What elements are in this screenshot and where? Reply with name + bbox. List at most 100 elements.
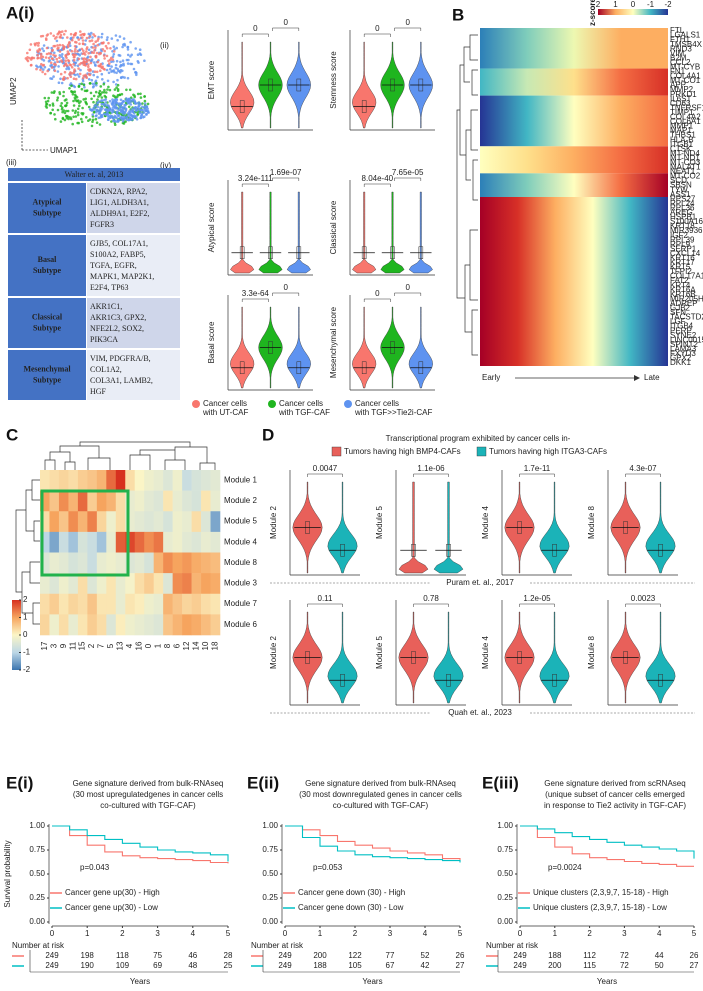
umap-point	[146, 102, 150, 106]
umap-point	[77, 121, 80, 125]
umap-point	[104, 113, 108, 116]
umap-point	[135, 73, 138, 77]
heatmap-cell	[87, 511, 98, 533]
label: COL4A1	[670, 72, 701, 81]
umap-point	[114, 63, 118, 67]
heatmap-cell	[153, 470, 164, 491]
label: KRT4	[670, 281, 691, 290]
label: 0.00	[29, 917, 45, 926]
umap-point	[37, 41, 40, 45]
umap-point	[90, 51, 94, 54]
label: 4	[423, 929, 428, 938]
umap-point	[91, 36, 94, 39]
umap-point	[61, 30, 64, 33]
heatmap-cell	[191, 470, 202, 491]
umap-point	[90, 97, 93, 101]
label: MMP2	[670, 85, 694, 94]
heatmap-cell	[58, 552, 69, 574]
legend-dot	[268, 400, 276, 408]
heatmap-cell	[49, 552, 60, 574]
umap-point	[58, 56, 61, 60]
umap-point	[110, 114, 114, 118]
bracket	[394, 292, 422, 296]
heatmap-cell	[182, 573, 192, 595]
heatmap-cell	[49, 470, 60, 491]
umap-point	[88, 118, 92, 121]
legend-dot	[192, 400, 200, 408]
umap-point	[51, 104, 55, 107]
umap-point	[115, 71, 118, 75]
umap-point	[60, 102, 63, 105]
label: E(i)	[6, 773, 33, 792]
bracket	[272, 292, 300, 296]
umap-point	[102, 54, 106, 57]
label: S100A2, FABP5,	[90, 250, 146, 259]
umap-point	[49, 55, 52, 58]
umap-point	[114, 101, 118, 104]
label: 14	[191, 641, 200, 650]
umap-point	[95, 121, 99, 124]
umap-point	[81, 57, 85, 61]
umap-point	[61, 117, 65, 121]
umap-point	[126, 99, 130, 102]
heatmap-cell	[125, 573, 136, 595]
umap-point	[39, 65, 42, 68]
umap-point	[37, 44, 40, 47]
umap-point	[79, 68, 82, 72]
label: 28	[224, 951, 233, 960]
heatmap-cell	[87, 490, 98, 512]
heatmap-cell	[191, 593, 202, 615]
umap-point	[82, 51, 86, 55]
label: p=0.053	[313, 863, 343, 872]
umap-point	[39, 68, 42, 72]
umap-point	[98, 112, 101, 115]
label: 0	[50, 929, 55, 938]
label: MT-ND1	[670, 153, 700, 162]
violin	[539, 611, 570, 704]
umap-point	[98, 123, 102, 126]
label: Years	[130, 977, 150, 986]
umap-point	[85, 89, 89, 92]
label: 198	[81, 951, 95, 960]
heatmap-cell	[182, 593, 192, 615]
label: co-cultured with TGF-CAF)	[100, 801, 196, 810]
label: LAMA3	[670, 344, 697, 353]
heatmap-cell	[191, 511, 202, 533]
umap-point	[52, 34, 55, 38]
umap-point	[108, 109, 112, 112]
umap-point	[78, 72, 82, 76]
label: 249	[513, 961, 527, 970]
umap-point	[63, 70, 67, 74]
umap-point	[69, 32, 73, 36]
label: 0.25	[29, 893, 45, 902]
label: Mesenchymal	[23, 364, 71, 373]
umap-point	[52, 91, 56, 94]
heatmap-cell	[163, 573, 173, 595]
label: 17	[40, 641, 49, 650]
label: LGALS1	[670, 31, 701, 40]
label: Subtype	[33, 266, 61, 275]
umap-point	[30, 56, 34, 59]
heatmap-cell	[172, 614, 183, 636]
umap-point	[49, 32, 53, 35]
umap-point	[56, 44, 59, 47]
heatmap-cell	[49, 593, 60, 615]
umap-point	[76, 107, 80, 111]
umap-point	[79, 33, 82, 37]
label: 3	[155, 929, 160, 938]
umap-point	[118, 102, 121, 105]
label: ADREP	[670, 299, 698, 308]
heatmap-cell	[153, 593, 164, 615]
heatmap-cell	[201, 531, 211, 553]
label: p=0.0024	[548, 863, 582, 872]
label: TGFA, EGFR,	[90, 261, 137, 270]
label: Early	[482, 373, 500, 382]
heatmap-cell	[40, 614, 50, 636]
label: Module 4	[224, 537, 257, 546]
umap-point	[114, 120, 117, 123]
label: S100A16	[670, 217, 703, 226]
label: AREG	[670, 208, 693, 217]
umap-point	[107, 85, 110, 89]
umap-point	[59, 33, 63, 37]
heatmap-cell	[134, 573, 145, 595]
